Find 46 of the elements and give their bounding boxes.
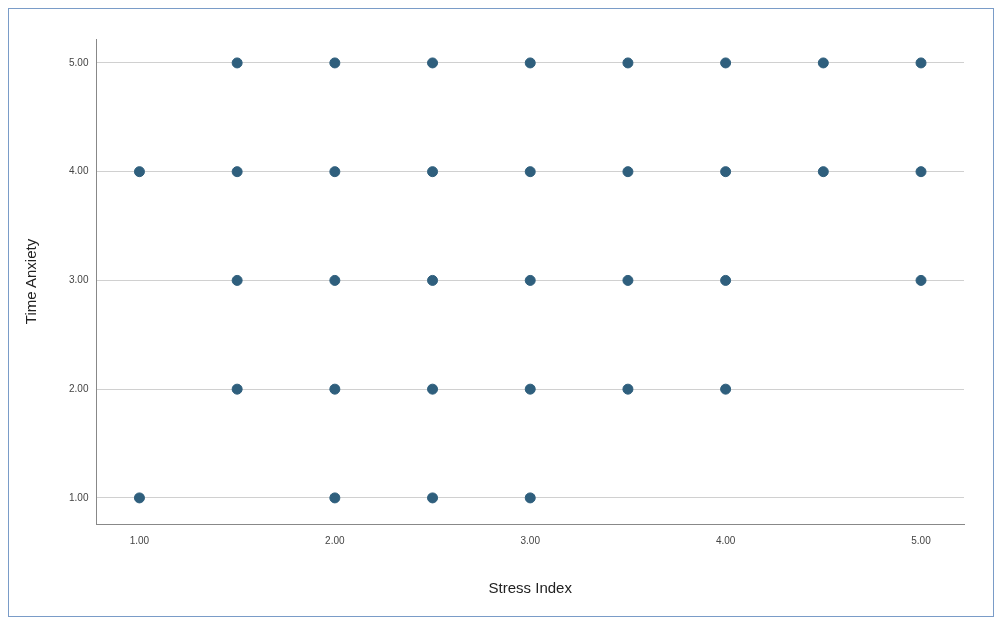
point xyxy=(622,57,634,69)
point xyxy=(427,492,439,504)
point xyxy=(915,57,927,69)
point xyxy=(231,274,243,286)
point xyxy=(817,166,829,178)
x-tick-label: 5.00 xyxy=(911,534,932,546)
point xyxy=(524,492,536,504)
point xyxy=(720,166,732,178)
point xyxy=(720,57,732,69)
y-tick-label: 5.00 xyxy=(68,56,89,68)
point xyxy=(133,492,145,504)
point xyxy=(133,166,145,178)
point xyxy=(329,492,341,504)
x-axis-title: Stress Index xyxy=(488,579,573,597)
point xyxy=(524,57,536,69)
point xyxy=(524,274,536,286)
point xyxy=(427,166,439,178)
point xyxy=(720,383,732,395)
point xyxy=(622,383,634,395)
x-tick-label: 4.00 xyxy=(715,534,736,546)
point xyxy=(622,166,634,178)
x-tick-label: 3.00 xyxy=(520,534,541,546)
point xyxy=(329,383,341,395)
y-tick-label: 3.00 xyxy=(68,274,89,286)
x-tick-label: 2.00 xyxy=(325,534,346,546)
y-tick-label: 4.00 xyxy=(68,165,89,177)
y-tick-label: 1.00 xyxy=(68,491,89,503)
point xyxy=(329,57,341,69)
x-tick-label: 1.00 xyxy=(129,534,150,546)
point xyxy=(817,57,829,69)
point xyxy=(427,57,439,69)
point xyxy=(231,166,243,178)
point xyxy=(329,166,341,178)
point xyxy=(524,166,536,178)
point xyxy=(231,57,243,69)
point xyxy=(524,383,536,395)
point xyxy=(427,274,439,286)
y-tick-label: 2.00 xyxy=(68,382,89,394)
point xyxy=(427,383,439,395)
point xyxy=(329,274,341,286)
point xyxy=(231,383,243,395)
point xyxy=(915,274,927,286)
y-axis-title: Time Anxiety xyxy=(22,238,40,325)
point xyxy=(915,166,927,178)
point xyxy=(720,274,732,286)
point xyxy=(622,274,634,286)
